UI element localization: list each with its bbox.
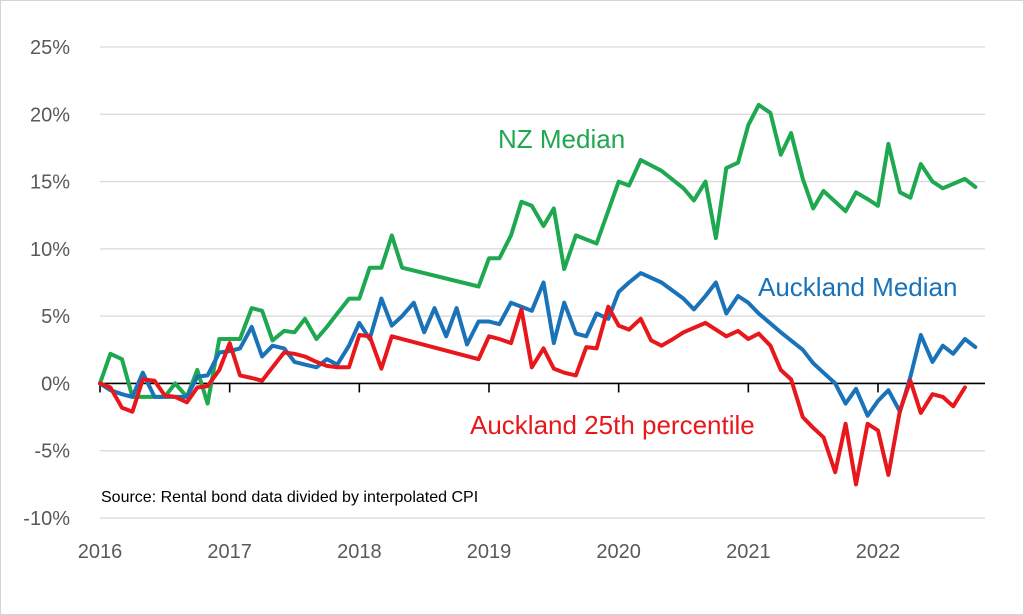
x-tick-label: 2017	[207, 541, 252, 563]
y-tick-label: -5%	[34, 441, 70, 463]
series-label-nz-median: NZ Median	[498, 124, 625, 154]
y-tick-label: 15%	[30, 172, 70, 194]
x-tick-label: 2020	[596, 541, 641, 563]
nz-median-line	[98, 102, 978, 406]
series-labels: NZ Median Auckland Median Auckland 25th …	[470, 124, 957, 440]
y-tick-label: 0%	[41, 373, 70, 395]
y-tick-label: 25%	[30, 37, 70, 59]
y-tick-label: 5%	[41, 306, 70, 328]
series-lines	[98, 102, 978, 487]
series-label-auckland-25th: Auckland 25th percentile	[470, 410, 755, 440]
x-axis: 2016 2017 2018 2019 2020 2021 2022	[78, 382, 985, 563]
y-tick-label: 20%	[30, 104, 70, 126]
auckland-median-line	[98, 271, 978, 418]
y-tick-label: 10%	[30, 239, 70, 261]
x-tick-label: 2019	[467, 541, 512, 563]
y-tick-label: -10%	[23, 508, 70, 530]
x-tick-label: 2021	[726, 541, 771, 563]
source-note: Source: Rental bond data divided by inte…	[101, 489, 478, 506]
x-tick-label: 2016	[78, 541, 123, 563]
auckland-25th-percentile-line	[98, 304, 967, 487]
y-axis-ticks: 25% 20% 15% 10% 5% 0% -5% -10%	[23, 37, 70, 530]
series-label-auckland-median: Auckland Median	[758, 272, 957, 302]
x-tick-label: 2022	[856, 541, 901, 563]
x-tick-label: 2018	[337, 541, 382, 563]
